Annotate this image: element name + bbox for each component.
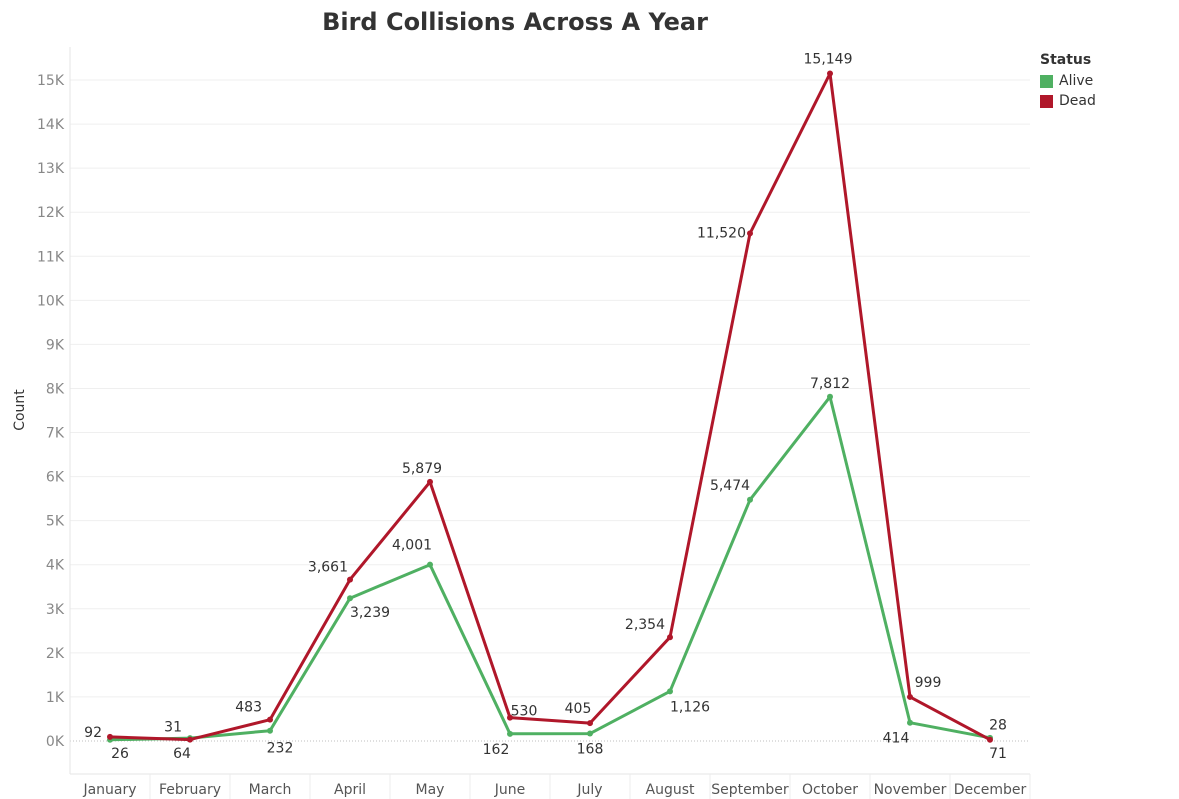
series-line-dead — [109, 72, 991, 742]
data-label-dead: 405 — [565, 701, 592, 717]
data-label-dead: 31 — [164, 720, 182, 736]
x-tick-label: October — [802, 782, 858, 798]
data-label-alive: 414 — [883, 731, 910, 747]
series-lines — [107, 70, 993, 743]
point-dead — [507, 714, 513, 721]
data-label-dead: 483 — [235, 700, 262, 716]
data-label-dead: 11,520 — [697, 225, 746, 241]
x-tick-label: September — [711, 782, 789, 798]
data-label-dead: 15,149 — [804, 51, 853, 67]
y-tick-label: 3K — [46, 602, 65, 618]
y-tick-label: 2K — [46, 646, 65, 662]
data-label-alive: 5,474 — [710, 478, 750, 494]
point-dead — [667, 634, 673, 641]
data-label-alive: 71 — [989, 746, 1007, 762]
point-dead — [267, 716, 273, 723]
x-tick-label: December — [954, 782, 1027, 798]
legend-title: Status — [1040, 52, 1092, 68]
y-tick-label: 8K — [46, 381, 65, 397]
y-tick-label: 10K — [37, 293, 65, 309]
point-alive — [827, 393, 833, 400]
data-label-dead: 28 — [989, 718, 1007, 734]
data-label-alive: 4,001 — [392, 538, 432, 554]
x-tick-label: May — [416, 782, 445, 798]
x-tick-label: April — [334, 782, 366, 798]
y-tick-label: 6K — [46, 470, 65, 486]
legend-label-alive: Alive — [1059, 73, 1094, 89]
data-label-alive: 3,239 — [350, 605, 390, 621]
point-dead — [427, 478, 433, 485]
legend-item-dead[interactable]: Dead — [1040, 91, 1096, 111]
y-tick-label: 0K — [46, 734, 65, 750]
point-alive — [507, 730, 513, 737]
y-tick-label: 14K — [37, 117, 65, 133]
x-tick-label: July — [576, 782, 602, 798]
data-label-alive: 162 — [483, 742, 510, 758]
point-dead — [827, 70, 833, 77]
axes: 0K 1K 2K 3K 4K 5K 6K 7K 8K 9K 10K 11K 12K 13K 14K 15K Ja… — [37, 47, 1031, 799]
chart-title: Bird Collisions Across A Year — [322, 8, 708, 36]
x-tick-label: August — [646, 782, 696, 798]
data-label-dead: 5,879 — [402, 461, 442, 477]
point-dead — [587, 720, 593, 727]
point-dead — [187, 736, 193, 743]
legend-swatch-dead — [1040, 94, 1053, 108]
data-label-dead: 530 — [511, 704, 538, 720]
point-alive — [747, 496, 753, 503]
y-tick-label: 1K — [46, 690, 65, 706]
y-tick-label: 9K — [46, 337, 65, 353]
y-tick-label: 5K — [46, 514, 65, 530]
point-alive — [347, 595, 353, 602]
gridlines — [70, 79, 1030, 742]
data-label-alive: 7,812 — [810, 376, 850, 392]
y-tick-label: 4K — [46, 558, 65, 574]
point-dead — [347, 576, 353, 583]
y-tick-label: 11K — [37, 249, 65, 265]
y-tick-label: 13K — [37, 161, 65, 177]
data-label-dead: 999 — [915, 675, 942, 691]
point-alive — [907, 719, 913, 726]
point-alive — [267, 727, 273, 734]
point-dead — [107, 733, 113, 740]
legend: Status Alive Dead — [1040, 52, 1096, 111]
series-line-alive — [109, 395, 991, 742]
y-tick-label: 7K — [46, 426, 65, 442]
point-alive — [667, 688, 673, 695]
point-dead — [907, 693, 913, 700]
data-label-alive: 168 — [577, 742, 604, 758]
point-dead — [747, 230, 753, 237]
data-label-alive: 1,126 — [670, 699, 710, 715]
x-tick-label: November — [874, 782, 947, 798]
point-alive — [427, 561, 433, 568]
x-tick-label: January — [82, 782, 136, 798]
point-dead — [987, 736, 993, 743]
data-label-alive: 26 — [111, 746, 129, 762]
y-tick-label: 15K — [37, 73, 65, 89]
legend-label-dead: Dead — [1059, 93, 1096, 109]
y-axis-label: Count — [12, 389, 28, 431]
x-tick-label: June — [494, 782, 526, 798]
x-tick-label: March — [249, 782, 292, 798]
x-tick-label: February — [159, 782, 221, 798]
point-alive — [587, 730, 593, 737]
legend-item-alive[interactable]: Alive — [1040, 71, 1096, 91]
data-label-dead: 3,661 — [308, 560, 348, 576]
legend-swatch-alive — [1040, 74, 1053, 88]
data-label-dead: 2,354 — [625, 617, 665, 633]
data-label-dead: 92 — [84, 725, 102, 741]
data-labels: 92 31 483 3,661 5,879 530 405 2,354 11,520 15,149… — [84, 51, 1007, 762]
data-label-alive: 64 — [173, 746, 191, 762]
data-label-alive: 232 — [267, 741, 294, 757]
y-tick-label: 12K — [37, 205, 65, 221]
